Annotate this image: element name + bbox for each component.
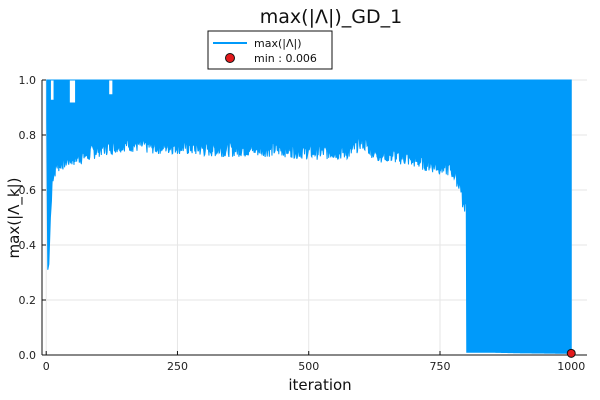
min-marker (566, 348, 576, 358)
series-line-max-lambda (46, 79, 572, 354)
legend-label-series: max(|Λ|) (254, 37, 302, 50)
x-tick-label: 500 (298, 360, 319, 373)
legend: max(|Λ|) min : 0.006 (207, 30, 333, 70)
legend-marker-sample (225, 53, 235, 63)
x-tick-label: 250 (167, 360, 188, 373)
legend-label-min: min : 0.006 (254, 52, 317, 65)
y-tick-label: 0.2 (19, 294, 37, 307)
x-tick-label: 0 (43, 360, 50, 373)
x-tick-label: 750 (429, 360, 450, 373)
x-axis-title: iteration (288, 376, 351, 394)
series-gap (50, 80, 54, 100)
axes (41, 80, 587, 356)
y-tick-label: 0.4 (19, 239, 37, 252)
chart-title: max(|Λ|)_GD_1 (260, 6, 402, 28)
series-gap (109, 80, 113, 95)
y-axis-title: max(|Λ_k|) (5, 178, 24, 259)
x-tick-label: 1000 (557, 360, 585, 373)
y-tick-label: 0.8 (19, 129, 37, 142)
y-tick-label: 0.0 (19, 349, 37, 362)
y-tick-label: 0.6 (19, 184, 37, 197)
ticks: 0 250 500 750 1000 0.0 0.2 0.4 0.6 0.8 1.0 (19, 74, 586, 373)
y-tick-label: 1.0 (19, 74, 37, 87)
series-gap (69, 80, 76, 103)
min-marker-group (566, 348, 576, 358)
series-area (46, 79, 572, 354)
